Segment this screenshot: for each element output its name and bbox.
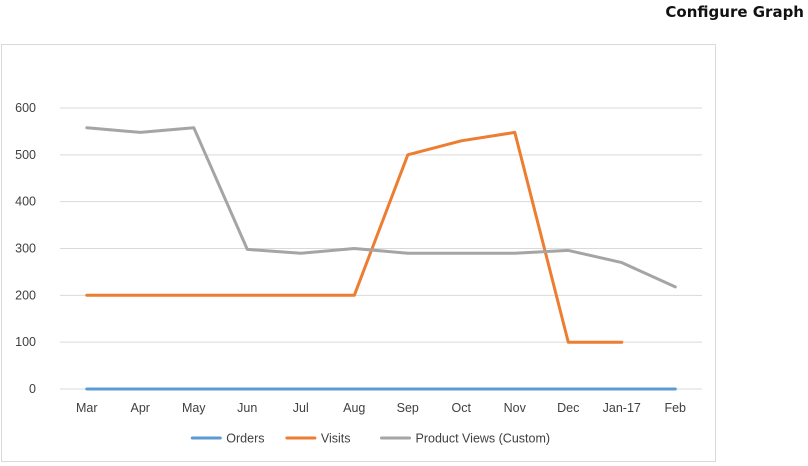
- series-line-product-views-custom: [85, 126, 677, 289]
- legend-label: Visits: [321, 432, 351, 446]
- chart-area: [1, 44, 716, 462]
- x-tick-label: Jan-17: [603, 401, 641, 415]
- y-tick-label: 600: [15, 101, 36, 115]
- legend: Orders Visits Product Views (Custom): [190, 432, 551, 446]
- x-tick-label: Jun: [237, 401, 257, 415]
- legend-item-orders: Orders: [190, 432, 265, 446]
- configure-graph-button[interactable]: Configure Graph: [665, 3, 804, 21]
- series-line-visits: [85, 130, 624, 344]
- y-tick-label: 300: [15, 242, 36, 256]
- x-tick-label: Aug: [343, 401, 365, 415]
- y-tick-label: 400: [15, 195, 36, 209]
- gridlines: [60, 107, 702, 390]
- x-tick-label: Mar: [76, 401, 98, 415]
- y-tick-label: 200: [15, 288, 36, 302]
- y-tick-label: 100: [15, 335, 36, 349]
- x-tick-label: May: [182, 401, 206, 415]
- x-axis-tick-labels: Mar Apr May Jun Jul Aug Sep Oct Nov Dec Jan-17 Feb: [76, 401, 686, 415]
- x-tick-label: Oct: [452, 401, 472, 415]
- x-tick-label: Nov: [504, 401, 527, 415]
- y-axis-tick-labels: 0 100 200 300 400 500 600: [15, 101, 36, 396]
- x-tick-label: Jul: [293, 401, 309, 415]
- legend-label: Product Views (Custom): [416, 432, 551, 446]
- legend-item-product-views-custom: Product Views (Custom): [380, 432, 551, 446]
- x-tick-label: Apr: [131, 401, 150, 415]
- x-tick-label: Sep: [397, 401, 419, 415]
- y-tick-label: 500: [15, 148, 36, 162]
- x-tick-label: Dec: [557, 401, 579, 415]
- y-tick-label: 0: [29, 382, 36, 396]
- legend-label: Orders: [226, 432, 264, 446]
- legend-item-visits: Visits: [285, 432, 351, 446]
- series-lines: [85, 126, 677, 391]
- x-tick-label: Feb: [664, 401, 686, 415]
